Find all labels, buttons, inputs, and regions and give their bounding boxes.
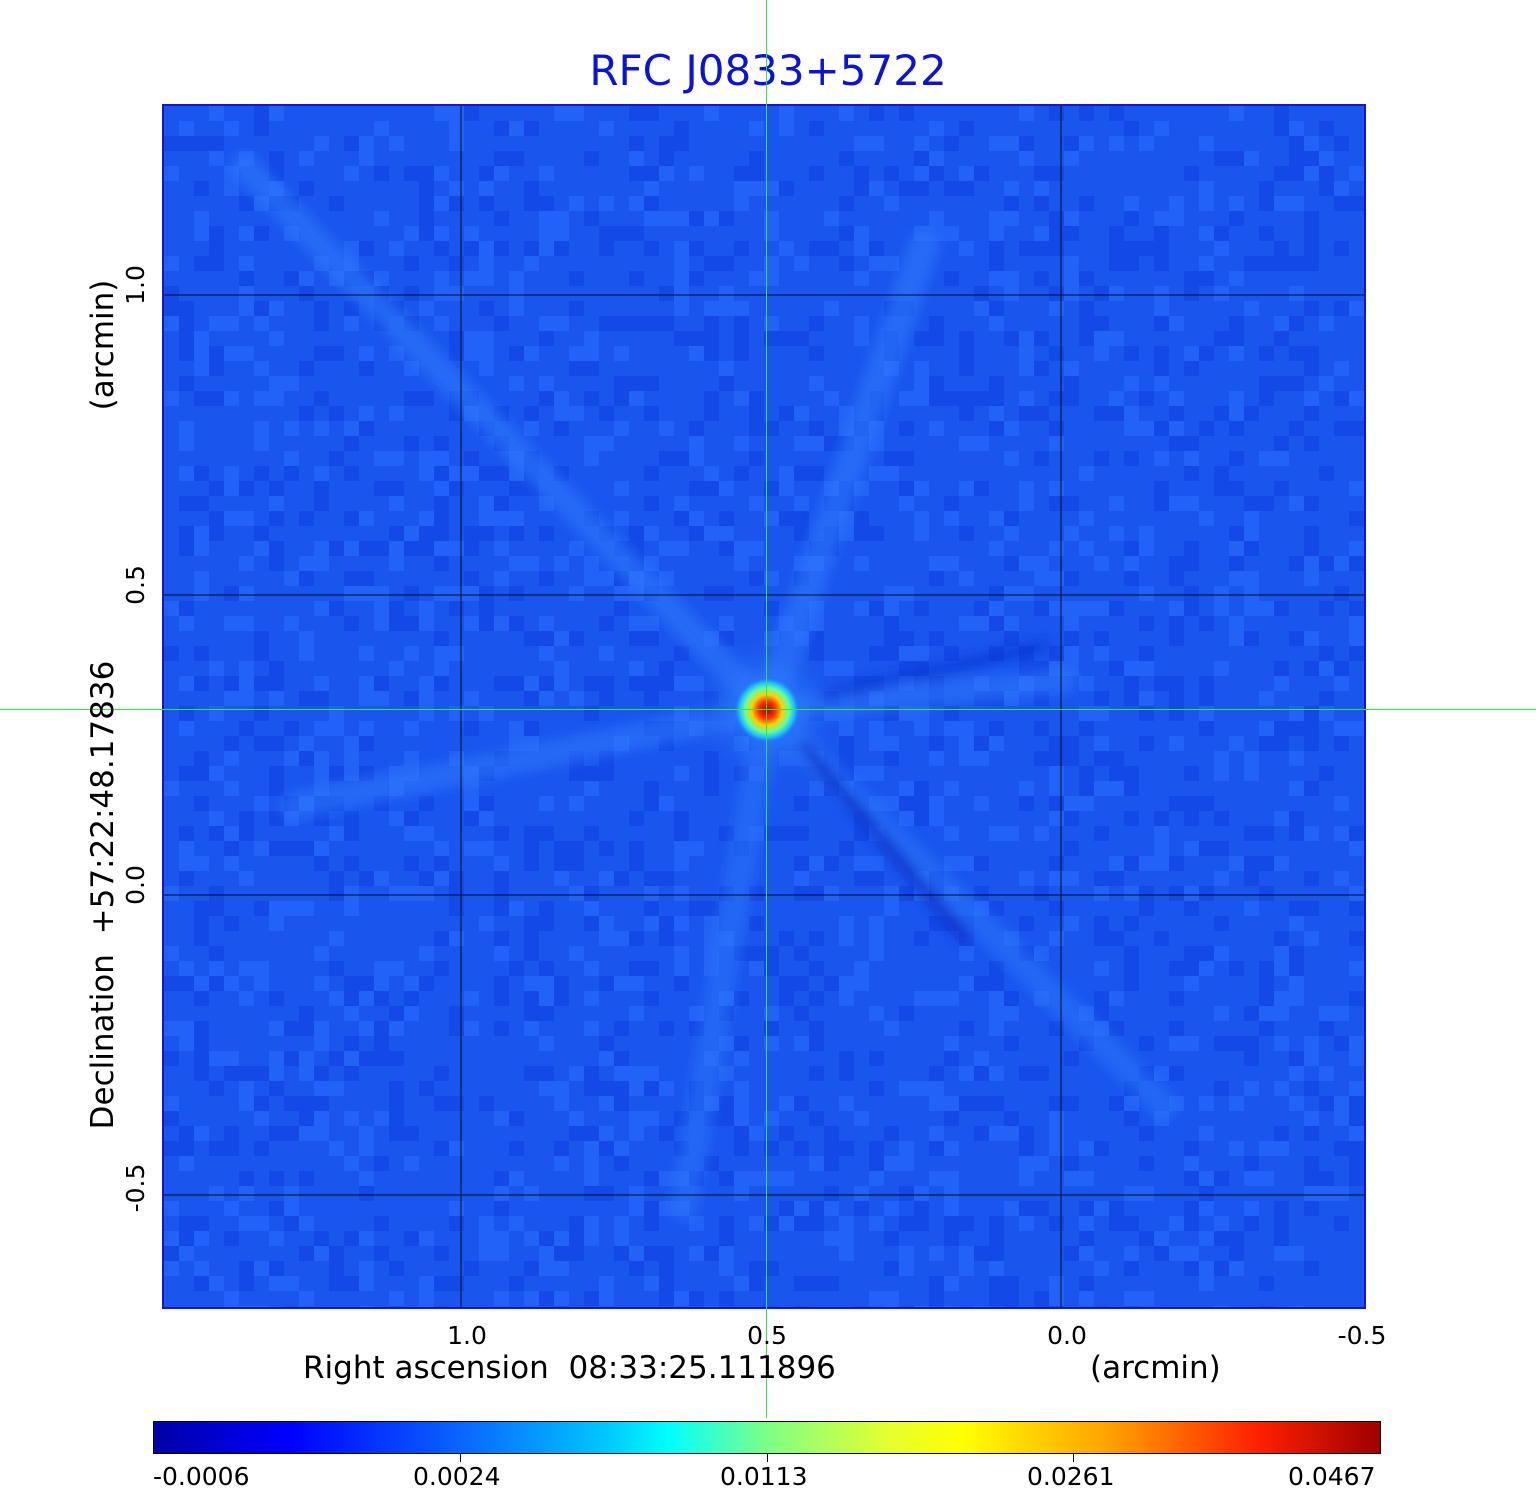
y-tick-label: -0.5 xyxy=(121,1163,150,1213)
x-tick-label: 1.0 xyxy=(447,1321,487,1350)
image-title: RFC J0833+5722 xyxy=(589,46,947,95)
colorbar-tick-label: 0.0113 xyxy=(720,1462,808,1491)
y-tick-label: 0.0 xyxy=(121,865,150,905)
source-core xyxy=(733,676,801,744)
intensity-map xyxy=(164,106,1364,1307)
x-axis-label: Right ascension 08:33:25.111896 xyxy=(303,1350,836,1386)
x-axis-unit: (arcmin) xyxy=(1090,1350,1221,1386)
coordinate-grid xyxy=(164,106,1364,1307)
x-tick-label: -0.5 xyxy=(1337,1321,1387,1350)
colorbar xyxy=(153,1421,1381,1454)
y-axis-label: Declination +57:22:48.17836 xyxy=(85,660,121,1130)
colorbar-tick xyxy=(767,1454,768,1462)
colorbar-tick-label: 0.0024 xyxy=(413,1462,501,1491)
y-tick-label: 0.5 xyxy=(121,565,150,605)
colorbar-tick-label: -0.0006 xyxy=(153,1462,250,1491)
colorbar-tick xyxy=(1073,1454,1074,1462)
colorbar-tick xyxy=(460,1454,461,1462)
crosshair-horizontal xyxy=(0,709,1536,710)
y-axis-unit: (arcmin) xyxy=(85,279,121,411)
colorbar-tick-label: 0.0261 xyxy=(1027,1462,1115,1491)
y-tick-label: 1.0 xyxy=(121,265,150,305)
x-tick-label: 0.0 xyxy=(1047,1321,1087,1350)
radio-image-panel[interactable] xyxy=(162,104,1366,1309)
x-tick-label: 0.5 xyxy=(747,1321,787,1350)
colorbar-tick-label: 0.0467 xyxy=(1288,1462,1376,1491)
